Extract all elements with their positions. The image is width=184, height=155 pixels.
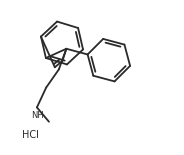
- Text: NH: NH: [31, 111, 44, 120]
- Text: HCl: HCl: [22, 130, 39, 140]
